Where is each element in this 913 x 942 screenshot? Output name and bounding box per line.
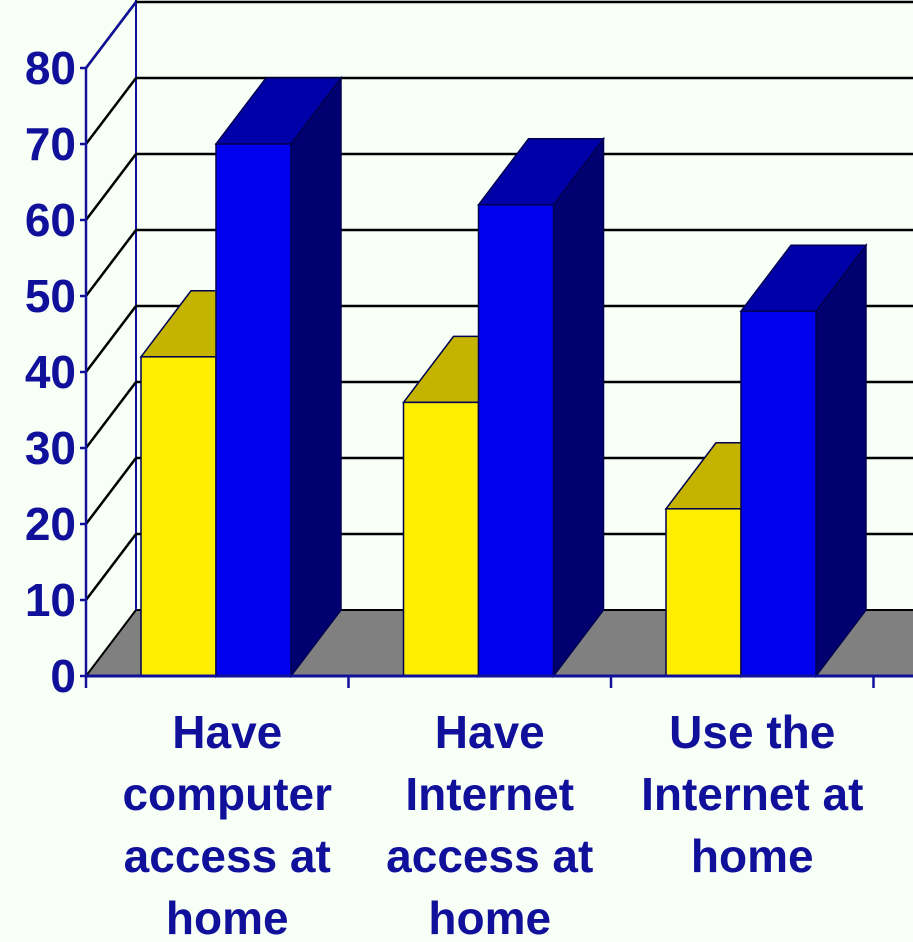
category-label-1: Have Internet access at home: [386, 706, 593, 942]
gridline-diagonal: [85, 533, 137, 601]
bars: [139, 75, 868, 679]
category-label-0: Have computer access at home: [122, 706, 332, 942]
category-label-line: Internet: [405, 768, 574, 820]
category-label-line: Have: [172, 706, 282, 758]
bar-front-face: [740, 310, 817, 677]
y-tick-label: 10: [25, 574, 76, 626]
category-label-line: access at: [386, 830, 593, 882]
bar-side-face: [552, 136, 605, 679]
gridline-diagonal: [85, 305, 137, 373]
y-tick-label: 60: [25, 194, 76, 246]
category-label-2: Use the Internet at home: [641, 706, 863, 882]
bar-front-face: [665, 508, 742, 677]
y-tick-label: 20: [25, 498, 76, 550]
y-tick-label: 40: [25, 346, 76, 398]
category-label-line: access at: [124, 830, 331, 882]
y-axis-tick-labels: 0 10 20 30 40 50 60 70 80: [25, 42, 76, 702]
axes: [80, 1, 913, 688]
gridline-diagonal: [85, 457, 137, 525]
bar-front-face: [402, 401, 480, 677]
gridline-diagonal: [85, 229, 137, 297]
y-tick-label: 50: [25, 270, 76, 322]
bar-series-1-cat-1: [476, 136, 606, 679]
category-label-line: Internet at: [641, 768, 863, 820]
bar-side-face: [290, 75, 342, 679]
category-label-line: Have: [435, 706, 545, 758]
category-label-line: home: [428, 892, 551, 942]
y-tick-label: 0: [50, 650, 76, 702]
bar-front-face: [215, 143, 292, 677]
category-label-line: computer: [122, 768, 332, 820]
y-axis-top-edge: [85, 1, 137, 69]
bar-side-face: [815, 242, 867, 679]
category-label-line: home: [691, 830, 814, 882]
y-tick-label: 80: [25, 42, 76, 94]
bar-series-1-cat-0: [214, 75, 343, 679]
x-axis-category-labels: Have computer access at home Have Internet acc…: [122, 706, 863, 942]
bar-front-face: [477, 204, 555, 677]
gridline-diagonal: [85, 153, 137, 221]
gridline-diagonal: [85, 77, 137, 145]
bar-series-1-cat-2: [739, 242, 868, 679]
bar-front-face: [140, 356, 217, 677]
category-label-line: Use the: [669, 706, 835, 758]
category-label-line: home: [166, 892, 289, 942]
gridline-diagonal: [85, 381, 137, 449]
y-tick-label: 70: [25, 118, 76, 170]
y-tick-label: 30: [25, 422, 76, 474]
